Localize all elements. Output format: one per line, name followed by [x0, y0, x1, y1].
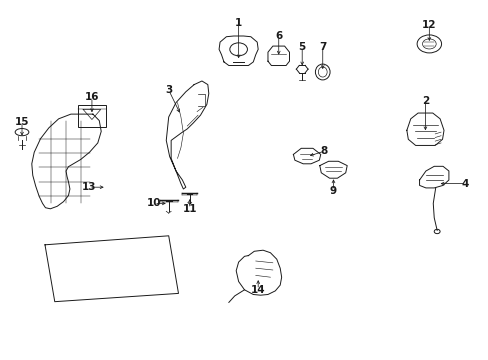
Text: 4: 4 — [461, 179, 468, 189]
Text: 13: 13 — [81, 182, 96, 192]
Text: 11: 11 — [182, 204, 197, 214]
Text: 7: 7 — [318, 42, 326, 52]
Text: 14: 14 — [250, 285, 265, 295]
Text: 10: 10 — [146, 198, 161, 208]
Text: 2: 2 — [421, 96, 428, 106]
Bar — [78, 105, 105, 127]
Text: 6: 6 — [275, 31, 282, 41]
Text: 1: 1 — [235, 18, 242, 28]
Text: 3: 3 — [165, 85, 172, 95]
Text: 16: 16 — [84, 92, 99, 102]
Text: 12: 12 — [421, 20, 436, 30]
Text: 9: 9 — [329, 186, 336, 196]
Text: 15: 15 — [15, 117, 29, 127]
Text: 8: 8 — [320, 146, 327, 156]
Text: 5: 5 — [298, 42, 305, 52]
